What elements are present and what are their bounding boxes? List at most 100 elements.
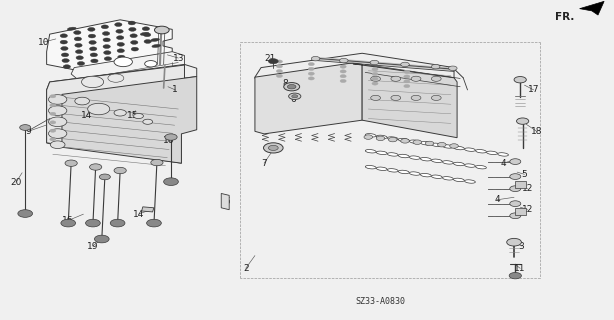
Circle shape bbox=[276, 65, 282, 68]
Text: 14: 14 bbox=[133, 210, 144, 219]
Circle shape bbox=[104, 57, 112, 60]
Circle shape bbox=[62, 59, 69, 62]
Ellipse shape bbox=[421, 141, 431, 145]
Circle shape bbox=[90, 47, 97, 51]
Polygon shape bbox=[142, 207, 154, 212]
Circle shape bbox=[117, 43, 125, 46]
Ellipse shape bbox=[365, 165, 376, 169]
Text: 12: 12 bbox=[522, 184, 533, 193]
Circle shape bbox=[50, 138, 56, 141]
Circle shape bbox=[413, 140, 422, 144]
Circle shape bbox=[516, 118, 529, 124]
Circle shape bbox=[20, 124, 31, 130]
Circle shape bbox=[49, 117, 67, 126]
Circle shape bbox=[50, 121, 56, 124]
Ellipse shape bbox=[498, 153, 508, 156]
Ellipse shape bbox=[476, 165, 486, 169]
Text: 1: 1 bbox=[173, 85, 178, 94]
Circle shape bbox=[371, 95, 381, 100]
Circle shape bbox=[509, 272, 521, 279]
Circle shape bbox=[438, 142, 446, 147]
Circle shape bbox=[104, 51, 111, 54]
Circle shape bbox=[134, 114, 144, 119]
Circle shape bbox=[74, 37, 82, 41]
Circle shape bbox=[76, 56, 84, 60]
Circle shape bbox=[88, 34, 96, 38]
Circle shape bbox=[268, 59, 278, 64]
Ellipse shape bbox=[454, 146, 464, 150]
Text: 14: 14 bbox=[81, 111, 92, 120]
Circle shape bbox=[88, 103, 110, 115]
Circle shape bbox=[432, 76, 441, 81]
Circle shape bbox=[50, 129, 56, 132]
Text: 16: 16 bbox=[163, 136, 175, 145]
Ellipse shape bbox=[465, 180, 475, 183]
Ellipse shape bbox=[387, 153, 398, 156]
Ellipse shape bbox=[387, 137, 398, 140]
Text: 15: 15 bbox=[126, 111, 138, 120]
Circle shape bbox=[340, 79, 346, 83]
Circle shape bbox=[308, 62, 314, 66]
Circle shape bbox=[130, 34, 138, 38]
Circle shape bbox=[340, 58, 348, 63]
Polygon shape bbox=[255, 53, 454, 78]
Polygon shape bbox=[47, 90, 62, 147]
Circle shape bbox=[151, 159, 163, 166]
Ellipse shape bbox=[432, 159, 442, 163]
Polygon shape bbox=[580, 1, 604, 15]
Circle shape bbox=[60, 40, 68, 44]
Polygon shape bbox=[255, 63, 362, 134]
Circle shape bbox=[289, 93, 301, 100]
Circle shape bbox=[276, 74, 282, 77]
Circle shape bbox=[18, 210, 33, 217]
Circle shape bbox=[90, 53, 98, 57]
Circle shape bbox=[404, 80, 410, 83]
Circle shape bbox=[103, 32, 110, 36]
Circle shape bbox=[372, 82, 378, 85]
Circle shape bbox=[287, 84, 296, 89]
Circle shape bbox=[101, 25, 109, 29]
Ellipse shape bbox=[365, 133, 376, 137]
Text: 16: 16 bbox=[63, 216, 74, 225]
Circle shape bbox=[165, 134, 177, 140]
Ellipse shape bbox=[140, 32, 149, 36]
Circle shape bbox=[90, 164, 102, 170]
Circle shape bbox=[432, 95, 441, 100]
Circle shape bbox=[88, 28, 95, 31]
Circle shape bbox=[143, 119, 153, 124]
Circle shape bbox=[115, 23, 122, 27]
Ellipse shape bbox=[421, 173, 431, 177]
Circle shape bbox=[510, 186, 521, 192]
Text: 18: 18 bbox=[531, 127, 543, 136]
Text: 13: 13 bbox=[173, 53, 184, 62]
Circle shape bbox=[404, 75, 410, 78]
Ellipse shape bbox=[443, 177, 453, 180]
Circle shape bbox=[391, 76, 401, 81]
Circle shape bbox=[376, 136, 385, 140]
Circle shape bbox=[50, 95, 56, 98]
Ellipse shape bbox=[398, 170, 409, 174]
Circle shape bbox=[401, 139, 410, 143]
Text: 9: 9 bbox=[25, 127, 31, 136]
Ellipse shape bbox=[376, 135, 387, 139]
Circle shape bbox=[50, 104, 56, 107]
Circle shape bbox=[448, 66, 457, 70]
Circle shape bbox=[114, 57, 133, 67]
Circle shape bbox=[145, 60, 157, 67]
Circle shape bbox=[117, 36, 124, 40]
Circle shape bbox=[60, 34, 68, 38]
Text: 12: 12 bbox=[522, 205, 533, 214]
Ellipse shape bbox=[476, 149, 486, 153]
Circle shape bbox=[50, 112, 56, 116]
Circle shape bbox=[114, 167, 126, 174]
Circle shape bbox=[308, 67, 314, 70]
Circle shape bbox=[268, 145, 278, 150]
Circle shape bbox=[103, 38, 111, 42]
Ellipse shape bbox=[376, 151, 387, 155]
Circle shape bbox=[144, 33, 151, 37]
Ellipse shape bbox=[398, 154, 409, 158]
Circle shape bbox=[340, 65, 346, 68]
Ellipse shape bbox=[365, 149, 376, 153]
Circle shape bbox=[514, 76, 526, 83]
Circle shape bbox=[340, 70, 346, 73]
